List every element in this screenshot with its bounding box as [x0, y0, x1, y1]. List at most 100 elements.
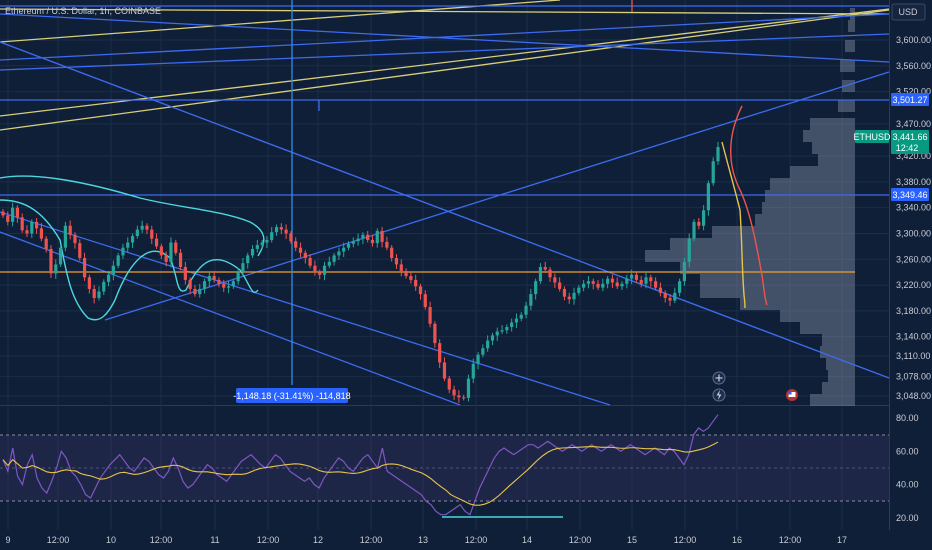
candle-down	[178, 252, 183, 268]
candle-down	[697, 221, 701, 226]
candle-down	[212, 276, 216, 280]
plus-icon[interactable]	[712, 371, 726, 385]
candle-down	[87, 277, 91, 289]
svg-text:3,501.27: 3,501.27	[892, 95, 927, 105]
candle-down	[591, 281, 595, 284]
candle-up	[644, 277, 648, 284]
candle-down	[150, 229, 154, 239]
rsi-pane-bg	[0, 405, 889, 530]
volume-profile-bar	[848, 20, 855, 32]
rsi-tick-label: 60.00	[896, 446, 919, 456]
projection-yellow-curve[interactable]	[721, 141, 746, 309]
candle-up	[687, 238, 691, 262]
volume-profile-bar	[822, 382, 855, 394]
trendline-yellow-b[interactable]	[0, 9, 890, 131]
trendline-blue-desc2[interactable]	[0, 231, 461, 406]
candle-up	[322, 265, 327, 275]
candle-down	[20, 217, 24, 231]
candle-down	[73, 234, 77, 244]
price-tick-label: 3,380.00	[896, 177, 931, 187]
trendline-blue-fan1[interactable]	[0, 13, 890, 63]
candle-down	[68, 225, 72, 235]
usd-button[interactable]: USD	[891, 3, 926, 21]
candle-up	[169, 242, 173, 262]
candle-down	[279, 227, 283, 230]
volume-profile-bar	[790, 166, 855, 178]
candle-down	[404, 270, 408, 277]
volume-profile-bar	[800, 322, 855, 334]
cyan-band-lower[interactable]	[0, 199, 259, 321]
candle-up	[337, 251, 341, 256]
price-pane-bg	[0, 0, 889, 405]
candle-up	[534, 281, 538, 295]
candle-down	[78, 243, 82, 258]
candle-up	[97, 291, 101, 298]
candle-up	[274, 227, 279, 233]
flag-icon[interactable]	[786, 389, 798, 401]
candle-up	[126, 242, 130, 248]
candle-down	[414, 279, 418, 287]
volume-profile-bar	[810, 394, 855, 406]
symbol-title: Ethereum / U.S. Dollar, 1h, COINBASE	[5, 6, 161, 16]
rsi-line[interactable]	[2, 414, 719, 516]
volume-profile-bar	[820, 346, 855, 358]
candle-down	[1, 211, 5, 216]
volume-profile-bar	[828, 370, 855, 382]
candle-down	[428, 307, 432, 324]
volume-profile-bar	[645, 250, 855, 262]
measure-box-text: -1,148.18 (-31.41%) -114,818	[233, 391, 350, 401]
time-axis-bg	[0, 530, 932, 550]
candle-up	[140, 225, 144, 230]
candle-up	[198, 288, 202, 295]
time-tick-label: 12:00	[779, 535, 802, 545]
trendline-yellow-top[interactable]	[0, 8, 890, 15]
candle-down	[399, 264, 403, 271]
candle-up	[58, 247, 63, 265]
candle-up	[346, 243, 351, 248]
candle-down	[298, 247, 303, 253]
candle-down	[25, 230, 29, 234]
candle-down	[654, 281, 658, 288]
candle-down	[313, 265, 317, 273]
candle-up	[226, 286, 231, 288]
price-tick-label: 3,220.00	[896, 280, 931, 290]
projection-red-curve[interactable]	[730, 105, 768, 306]
trendline-blue-fan3[interactable]	[0, 33, 890, 71]
price-tick-label: 3,560.00	[896, 61, 931, 71]
candle-up	[519, 314, 523, 319]
price-tick-label: 3,420.00	[896, 151, 931, 161]
price-tick-label: 3,300.00	[896, 228, 931, 238]
candle-down	[390, 247, 394, 258]
candle-down	[370, 239, 375, 244]
trendline-blue-asc[interactable]	[104, 71, 890, 321]
candle-down	[462, 397, 466, 399]
volume-profile-bar	[822, 334, 855, 346]
measure-box[interactable]	[236, 388, 348, 403]
candle-up	[375, 230, 379, 244]
cyan-band-upper[interactable]	[0, 175, 265, 257]
candle-up	[116, 255, 120, 266]
candle-up	[202, 281, 207, 289]
time-tick-label: 12:00	[257, 535, 280, 545]
candle-up	[241, 263, 245, 273]
price-tick-label: 3,078.00	[896, 372, 931, 382]
price-tick-label: 3,260.00	[896, 254, 931, 264]
time-tick-label: 12:00	[465, 535, 488, 545]
lightning-icon[interactable]	[712, 388, 726, 402]
rsi-ma-line[interactable]	[2, 441, 719, 506]
candle-up	[500, 330, 504, 332]
volume-profile-bar	[700, 286, 855, 298]
trendline-yellow-c[interactable]	[0, 0, 561, 43]
candle-down	[634, 274, 639, 280]
price-tick-label: 3,520.00	[896, 87, 931, 97]
trendline-blue-desc1[interactable]	[0, 41, 890, 379]
candle-down	[558, 282, 562, 289]
trendline-blue-desc3[interactable]	[0, 211, 611, 406]
candle-down	[164, 255, 168, 262]
candle-down	[658, 287, 663, 293]
trendline-blue-fan2[interactable]	[0, 13, 890, 61]
candle-up	[538, 267, 543, 282]
candle-up	[255, 245, 259, 249]
candle-down	[193, 288, 197, 295]
